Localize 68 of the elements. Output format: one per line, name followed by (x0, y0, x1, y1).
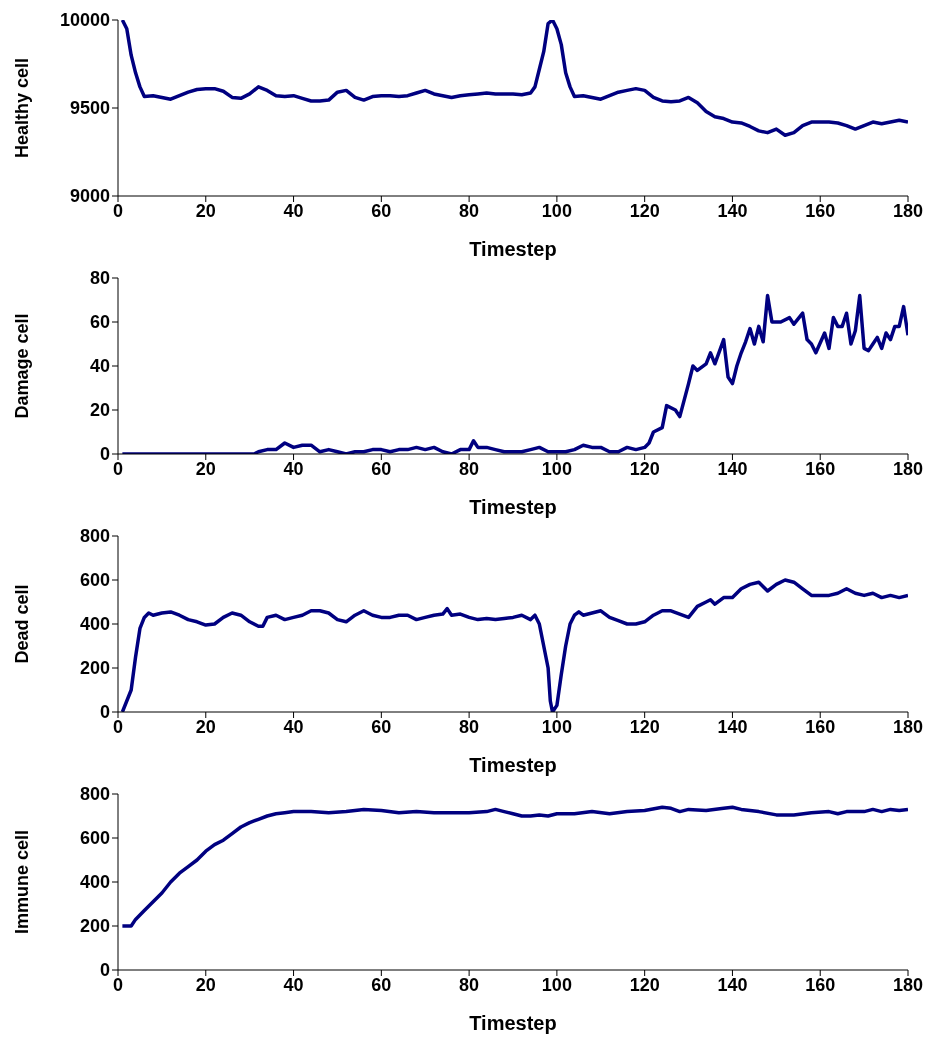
x-tick-label: 0 (112, 200, 124, 221)
y-tick-label: 0 (99, 444, 110, 465)
y-tick-label: 9000 (69, 186, 110, 207)
x-tick-label: 100 (541, 974, 572, 995)
x-tick-label: 60 (371, 716, 392, 737)
y-tick-label: 200 (79, 658, 110, 679)
x-tick-label: 120 (629, 200, 660, 221)
x-tick-label: 80 (459, 200, 480, 221)
line-series (120, 805, 908, 928)
y-tick-label: 20 (89, 400, 110, 421)
y-tick-label: 400 (79, 872, 110, 893)
x-tick-label: 20 (195, 716, 216, 737)
y-axis-title: Healthy cell (12, 57, 33, 159)
y-tick-label: 800 (79, 784, 110, 805)
y-tick-label: 200 (79, 916, 110, 937)
y-axis-title: Damage cell (12, 313, 33, 419)
x-tick-label: 180 (892, 200, 924, 221)
line-series (120, 20, 908, 138)
x-tick-label: 20 (195, 200, 216, 221)
x-tick-label: 140 (717, 200, 748, 221)
x-tick-label: 40 (283, 716, 304, 737)
y-tick-label: 0 (99, 702, 110, 723)
x-tick-label: 120 (629, 458, 660, 479)
x-tick-label: 0 (112, 716, 124, 737)
x-tick-label: 60 (371, 458, 392, 479)
x-tick-label: 0 (112, 458, 124, 479)
y-tick-label: 9500 (69, 98, 110, 119)
x-tick-label: 160 (805, 200, 836, 221)
x-tick-label: 100 (541, 200, 572, 221)
y-axis-title: Immune cell (12, 829, 33, 935)
x-tick-label: 80 (459, 974, 480, 995)
y-tick-label: 600 (79, 828, 110, 849)
x-tick-label: 160 (805, 458, 836, 479)
x-axis-title: Timestep (469, 1012, 557, 1034)
x-tick-label: 180 (892, 974, 924, 995)
x-axis-title: Timestep (469, 754, 557, 776)
y-axis-title: Dead cell (12, 584, 33, 664)
x-tick-label: 20 (195, 458, 216, 479)
x-tick-label: 180 (892, 716, 924, 737)
x-tick-label: 100 (541, 458, 572, 479)
y-tick-label: 600 (79, 570, 110, 591)
y-tick-label: 60 (89, 312, 110, 333)
y-tick-label: 800 (79, 526, 110, 547)
x-tick-label: 40 (283, 974, 304, 995)
x-tick-label: 140 (717, 974, 748, 995)
x-tick-label: 80 (459, 716, 480, 737)
x-tick-label: 140 (717, 716, 748, 737)
y-tick-label: 10000 (59, 10, 110, 31)
x-tick-label: 120 (629, 716, 660, 737)
x-tick-label: 160 (805, 716, 836, 737)
x-tick-label: 100 (541, 716, 572, 737)
x-tick-label: 40 (283, 458, 304, 479)
y-tick-label: 40 (89, 356, 110, 377)
x-tick-label: 140 (717, 458, 748, 479)
y-tick-label: 0 (99, 960, 110, 981)
x-tick-label: 120 (629, 974, 660, 995)
x-tick-label: 80 (459, 458, 480, 479)
x-axis-title: Timestep (469, 238, 557, 260)
x-tick-label: 180 (892, 458, 924, 479)
y-tick-label: 400 (79, 614, 110, 635)
x-tick-label: 0 (112, 974, 124, 995)
x-tick-label: 60 (371, 200, 392, 221)
x-tick-label: 60 (371, 974, 392, 995)
x-axis-title: Timestep (469, 496, 557, 518)
x-tick-label: 40 (283, 200, 304, 221)
x-tick-label: 160 (805, 974, 836, 995)
y-tick-label: 80 (89, 268, 110, 289)
x-tick-label: 20 (195, 974, 216, 995)
